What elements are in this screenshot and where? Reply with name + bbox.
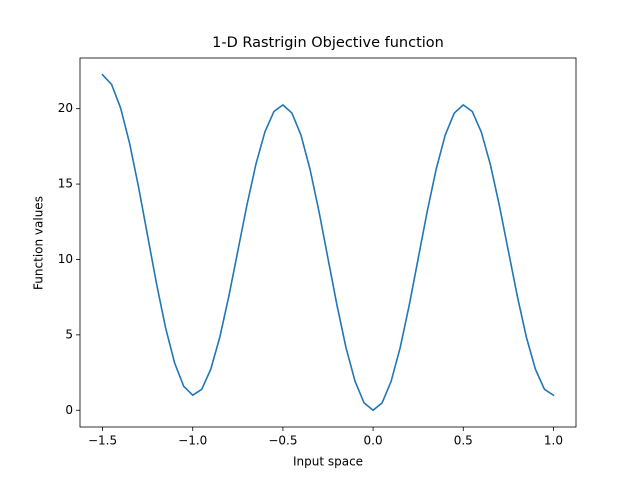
x-axis-label: Input space — [293, 455, 363, 469]
y-tick-label: 0 — [65, 403, 73, 417]
y-axis-label: Function values — [32, 196, 46, 290]
x-tick-label: −1.5 — [88, 434, 117, 448]
y-tick-label: 10 — [58, 252, 73, 266]
x-tick-label: 0.0 — [364, 434, 383, 448]
x-tick-label: 1.0 — [544, 434, 563, 448]
x-tick-label: 0.5 — [454, 434, 473, 448]
chart-title: 1-D Rastrigin Objective function — [212, 35, 444, 51]
data-line — [101, 73, 555, 412]
y-tick-label: 15 — [58, 177, 73, 191]
y-tick-label: 5 — [65, 327, 73, 341]
y-tick-label: 20 — [58, 101, 73, 115]
x-tick-label: −1.0 — [178, 434, 207, 448]
plot-frame — [79, 57, 577, 428]
x-tick-label: −0.5 — [268, 434, 297, 448]
